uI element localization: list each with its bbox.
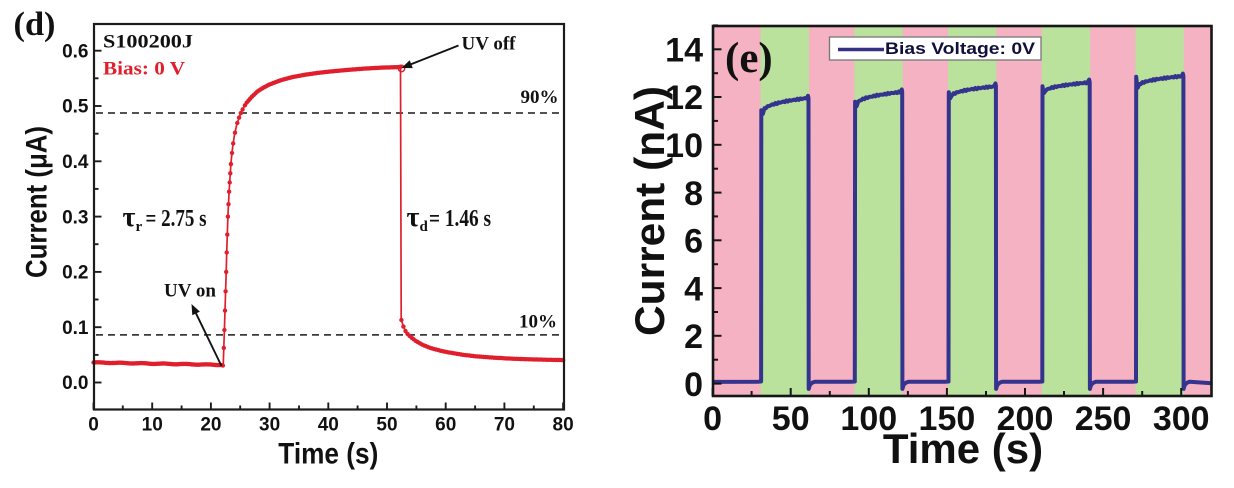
svg-text:0: 0 xyxy=(684,366,703,404)
svg-text:150: 150 xyxy=(919,400,976,438)
svg-text:(e): (e) xyxy=(725,35,773,82)
svg-text:70: 70 xyxy=(494,415,515,436)
svg-text:200: 200 xyxy=(997,400,1054,438)
svg-text:6: 6 xyxy=(684,223,703,261)
svg-text:UV off: UV off xyxy=(462,34,517,55)
svg-text:100: 100 xyxy=(840,400,897,438)
svg-text:0: 0 xyxy=(88,415,99,436)
svg-text:UV on: UV on xyxy=(164,281,216,302)
svg-text:(d): (d) xyxy=(14,6,56,43)
svg-text:20: 20 xyxy=(200,415,221,436)
svg-text:τ: τ xyxy=(407,202,420,233)
svg-text:Bias: 0 V: Bias: 0 V xyxy=(103,59,185,80)
svg-text:τ: τ xyxy=(123,202,136,233)
svg-text:14: 14 xyxy=(665,32,703,70)
svg-text:S100200J: S100200J xyxy=(103,31,193,52)
svg-text:0.6: 0.6 xyxy=(62,41,88,62)
svg-text:90%: 90% xyxy=(521,87,559,108)
svg-text:10: 10 xyxy=(142,415,163,436)
svg-text:50: 50 xyxy=(772,400,810,438)
svg-text:0.1: 0.1 xyxy=(62,318,89,339)
svg-text:Bias Voltage: 0V: Bias Voltage: 0V xyxy=(885,39,1036,58)
svg-text:50: 50 xyxy=(376,415,397,436)
svg-text:10%: 10% xyxy=(519,312,557,333)
svg-text:d: d xyxy=(420,219,429,235)
svg-text:= 2.75 s: = 2.75 s xyxy=(146,206,207,232)
svg-text:12: 12 xyxy=(665,79,703,117)
svg-text:4: 4 xyxy=(684,270,703,308)
svg-text:80: 80 xyxy=(553,415,574,436)
svg-text:0.2: 0.2 xyxy=(62,263,88,284)
svg-text:8: 8 xyxy=(684,175,703,213)
svg-text:2: 2 xyxy=(684,318,703,356)
svg-text:Current (nA): Current (nA) xyxy=(626,86,673,336)
svg-text:0: 0 xyxy=(703,400,722,438)
svg-text:Current (μA): Current (μA) xyxy=(21,126,54,278)
svg-text:300: 300 xyxy=(1153,400,1210,438)
svg-text:250: 250 xyxy=(1075,400,1132,438)
svg-text:40: 40 xyxy=(318,415,339,436)
svg-text:0.0: 0.0 xyxy=(62,373,88,394)
svg-text:0.4: 0.4 xyxy=(62,152,89,173)
svg-text:0.3: 0.3 xyxy=(62,207,88,228)
svg-text:0.5: 0.5 xyxy=(62,97,89,118)
svg-text:= 1.46 s: = 1.46 s xyxy=(429,206,491,232)
svg-text:Time (s): Time (s) xyxy=(883,425,1043,472)
svg-text:r: r xyxy=(136,219,143,235)
svg-text:Time (s): Time (s) xyxy=(278,438,378,471)
svg-text:30: 30 xyxy=(259,415,280,436)
svg-text:10: 10 xyxy=(665,127,703,165)
svg-text:60: 60 xyxy=(435,415,456,436)
